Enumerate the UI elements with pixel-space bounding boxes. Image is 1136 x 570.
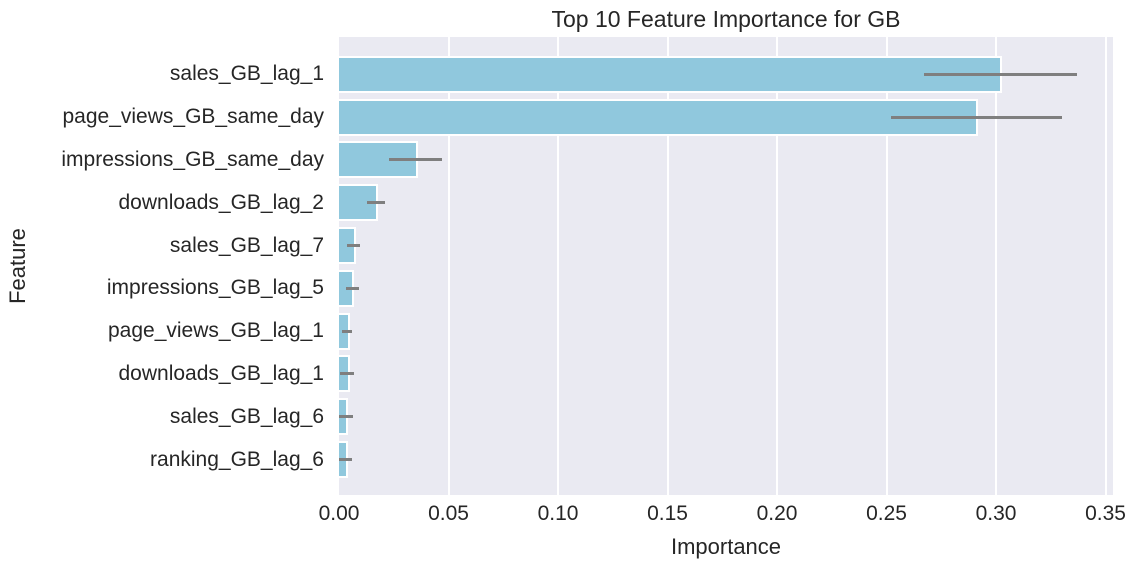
y-tick-label-page_views_GB_same_day: page_views_GB_same_day [62, 105, 325, 129]
bar-sales_GB_lag_1 [339, 57, 1001, 91]
error-bar-ranking_GB_lag_6 [339, 458, 352, 461]
gridline-0.25 [885, 37, 888, 495]
plot-area [339, 37, 1113, 495]
y-tick-label-impressions_GB_lag_5: impressions_GB_lag_5 [106, 276, 324, 300]
y-tick-label-sales_GB_lag_6: sales_GB_lag_6 [169, 404, 324, 428]
y-tick-label-impressions_GB_same_day: impressions_GB_same_day [61, 147, 324, 171]
chart-title: Top 10 Feature Importance for GB [551, 6, 901, 32]
gridline-0.30 [995, 37, 998, 495]
x-tick-label-0.10: 0.10 [537, 502, 579, 525]
error-bar-sales_GB_lag_1 [923, 72, 1078, 76]
error-bar-sales_GB_lag_6 [339, 415, 353, 419]
x-tick-label-0.05: 0.05 [428, 502, 469, 525]
error-bar-page_views_GB_same_day [890, 115, 1062, 119]
error-bar-sales_GB_lag_7 [346, 244, 361, 247]
y-tick-label-sales_GB_lag_7: sales_GB_lag_7 [169, 233, 324, 257]
error-bar-downloads_GB_lag_1 [340, 372, 354, 376]
bar-page_views_GB_same_day [339, 100, 977, 134]
x-tick-label-0.20: 0.20 [756, 502, 798, 525]
bar-impressions_GB_lag_5 [339, 271, 353, 305]
gridline-0.15 [666, 37, 669, 495]
x-tick-label-0.00: 0.00 [318, 502, 360, 525]
error-bar-page_views_GB_lag_1 [341, 329, 352, 333]
y-tick-label-downloads_GB_lag_2: downloads_GB_lag_2 [118, 190, 325, 214]
x-axis-label: Importance [670, 534, 782, 559]
y-tick-label-page_views_GB_lag_1: page_views_GB_lag_1 [108, 319, 324, 343]
gridline-0.35 [1104, 37, 1107, 495]
y-tick-label-sales_GB_lag_1: sales_GB_lag_1 [169, 62, 324, 86]
x-tick-label-0.30: 0.30 [975, 502, 1017, 525]
error-bar-impressions_GB_same_day [389, 158, 442, 162]
x-tick-label-0.25: 0.25 [866, 502, 907, 525]
error-bar-impressions_GB_lag_5 [346, 286, 359, 290]
gridline-0.20 [776, 37, 779, 495]
x-tick-label-0.35: 0.35 [1085, 502, 1126, 525]
y-tick-label-ranking_GB_lag_6: ranking_GB_lag_6 [150, 447, 324, 471]
y-tick-label-downloads_GB_lag_1: downloads_GB_lag_1 [118, 361, 325, 385]
error-bar-downloads_GB_lag_2 [367, 201, 385, 205]
x-tick-label-0.15: 0.15 [647, 502, 688, 525]
gridline-0.05 [447, 37, 450, 495]
gridline-0.10 [557, 37, 559, 495]
